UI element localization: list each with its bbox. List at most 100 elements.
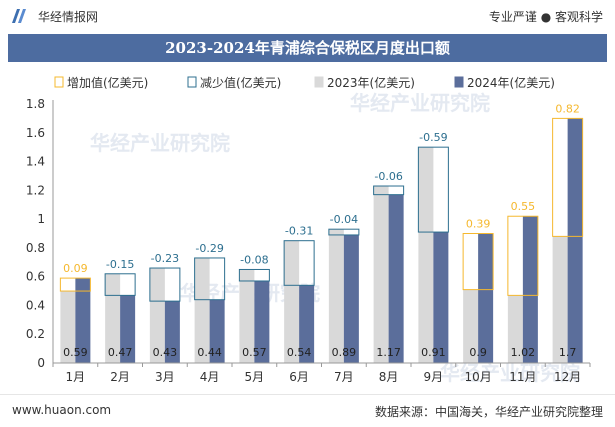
bar-2023: [194, 257, 210, 363]
bar-2024: [343, 234, 359, 363]
y-tick-label: 0.6: [26, 270, 45, 284]
y-tick-label: 1: [37, 212, 45, 226]
bar-2024: [254, 280, 270, 363]
tagline: 专业严谨 ● 客观科学: [488, 10, 603, 24]
bar-2024: [209, 299, 225, 363]
x-tick-label: 2月: [110, 370, 130, 384]
bar-2023: [328, 229, 344, 363]
y-tick-label: 0.8: [26, 241, 45, 255]
value-label-2024: 0.57: [242, 346, 267, 359]
y-tick-label: 0: [37, 356, 45, 370]
bar-2023: [507, 295, 523, 363]
decrease-box: [149, 267, 181, 302]
bar-2024: [433, 232, 449, 363]
x-tick-label: 9月: [424, 370, 444, 384]
legend-swatch-3: [314, 76, 324, 88]
x-tick-label: 10月: [464, 370, 491, 384]
increase-box: [59, 277, 91, 292]
legend: 增加值(亿美元) 减少值(亿美元) 2023年(亿美元) 2024年(亿美元): [54, 75, 555, 90]
brand-name: 华经情报网: [38, 10, 99, 24]
x-tick-label: 11月: [509, 370, 536, 384]
change-label: -0.59: [419, 131, 447, 144]
decrease-box: [283, 240, 315, 286]
x-tick-label: 5月: [245, 370, 265, 384]
decrease-box: [194, 257, 226, 301]
y-tick-label: 0.2: [26, 327, 45, 341]
x-tick-label: 1月: [66, 370, 86, 384]
change-label: -0.08: [240, 253, 268, 266]
value-label-2024: 1.02: [511, 346, 536, 359]
brand-logo-icon: [12, 9, 26, 23]
bar-2024: [299, 285, 315, 363]
legend-swatch-1: [54, 76, 64, 88]
bar-2023: [239, 269, 255, 363]
legend-label-1: 增加值(亿美元): [67, 75, 148, 90]
value-label-2024: 1.17: [376, 346, 401, 359]
title-bar: 2023-2024年青浦综合保税区月度出口额: [8, 34, 607, 62]
y-tick-label: 1.8: [26, 97, 45, 111]
value-label-2024: 0.54: [287, 346, 312, 359]
y-tick-label: 1.6: [26, 126, 45, 140]
decrease-box: [104, 273, 136, 296]
top-bar: 华经情报网 专业严谨 ● 客观科学: [0, 0, 615, 30]
bar-2023: [463, 289, 479, 363]
bar-2023: [373, 186, 389, 363]
chart-area: 华经产业研究院华经产业研究院华经产业研究院华经产业研究院 增加值(亿美元)减少值…: [26, 75, 591, 385]
bar-2024: [522, 216, 538, 363]
x-axis: 1月 2月 3月 4月 5月 6月 7月 8月 9月 10月 11月 12月: [52, 362, 591, 384]
bar-2023: [60, 291, 76, 363]
watermark-text: 华经产业研究院: [90, 131, 230, 155]
change-label: -0.06: [374, 170, 402, 183]
decrease-box: [417, 146, 449, 233]
bar-2024: [164, 301, 180, 363]
value-label-2024: 0.89: [332, 346, 357, 359]
value-label-2024: 0.91: [421, 346, 446, 359]
decrease-box: [238, 268, 270, 282]
bar-2024: [567, 118, 583, 363]
y-tick-label: 1.2: [26, 183, 45, 197]
value-label-2024: 0.43: [153, 346, 178, 359]
x-tick-label: 6月: [289, 370, 309, 384]
legend-label-3: 2023年(亿美元): [327, 75, 415, 90]
change-label: -0.15: [106, 258, 134, 271]
bar-2023: [418, 147, 434, 363]
bar-2023: [105, 273, 121, 363]
y-tick-label: 0.4: [26, 298, 45, 312]
change-label: 0.09: [63, 262, 88, 275]
watermark-text: 华经产业研究院: [440, 361, 580, 385]
decrease-box: [328, 228, 360, 236]
value-label-2024: 0.47: [108, 346, 133, 359]
change-label: 0.55: [511, 200, 536, 213]
x-tick-label: 8月: [379, 370, 399, 384]
bar-2024: [388, 194, 404, 363]
legend-label-4: 2024年(亿美元): [467, 75, 555, 90]
value-label-2024: 0.9: [469, 346, 487, 359]
value-label-2024: 0.59: [63, 346, 88, 359]
footer-website: www.huaon.com: [12, 403, 112, 417]
x-tick-label: 7月: [334, 370, 354, 384]
legend-swatch-4: [454, 76, 464, 88]
change-label: 0.39: [466, 218, 491, 231]
x-tick-label: 3月: [155, 370, 175, 384]
change-label: 0.82: [555, 102, 580, 115]
change-label: -0.31: [285, 225, 313, 238]
bar-2023: [284, 240, 300, 363]
legend-swatch-2: [187, 76, 197, 88]
bar-2023: [149, 268, 165, 363]
y-axis: 0 0.2 0.4 0.6 0.8 1 1.2 1.4 1.6 1.8: [26, 97, 54, 370]
bar-2024: [75, 278, 91, 363]
change-label: -0.04: [330, 213, 358, 226]
chart-title: 2023-2024年青浦综合保税区月度出口额: [165, 39, 450, 57]
value-label-2024: 1.7: [559, 346, 577, 359]
increase-box: [552, 117, 584, 237]
decrease-box: [373, 185, 405, 196]
bar-2024: [120, 295, 136, 363]
x-tick-label: 12月: [554, 370, 581, 384]
footer-source: 数据来源：中国海关，华经产业研究院整理: [374, 405, 603, 419]
bar-2024: [478, 233, 494, 363]
legend-label-2: 减少值(亿美元): [200, 75, 281, 90]
change-label: -0.23: [151, 252, 179, 265]
bars-layer: 0.09 0.59 -0.15 0.47 -0.23 0.43 -0.29 0.44 -0.08…: [59, 102, 584, 363]
x-tick-label: 4月: [200, 370, 220, 384]
footer-divider: [0, 394, 615, 395]
